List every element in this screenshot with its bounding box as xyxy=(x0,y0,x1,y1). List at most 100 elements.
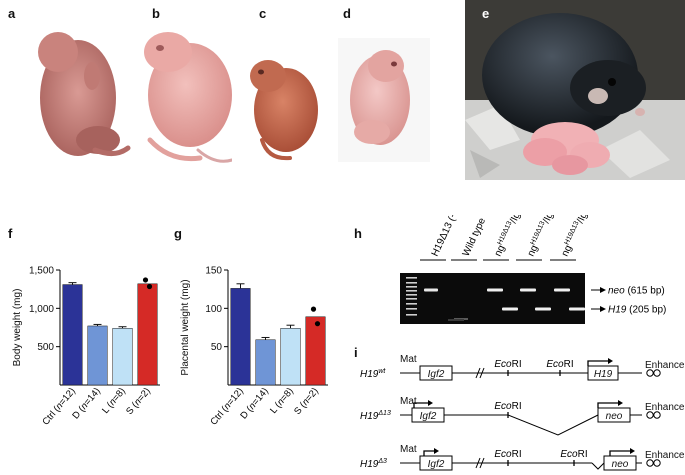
panel-label-g: g xyxy=(174,226,182,241)
ladder-band xyxy=(406,294,417,296)
lane-label: ngH19Δ13/Igwt xyxy=(525,215,559,258)
ladder-band xyxy=(406,298,417,300)
ladder-band xyxy=(406,282,417,284)
ecori-label: EcoRI xyxy=(494,401,521,412)
h19-arrow-head xyxy=(608,358,613,364)
igf2-box xyxy=(419,455,453,471)
neo-box-label: neo xyxy=(606,411,623,422)
h19-box-label: H19 xyxy=(594,369,613,380)
h19-box xyxy=(587,365,619,381)
bar xyxy=(280,328,301,386)
ladder-band xyxy=(406,314,417,316)
enhancer-circle xyxy=(646,459,654,467)
igf2-arrow xyxy=(413,402,428,408)
y-axis-label: Body weight (mg) xyxy=(12,289,23,367)
x-tick-label: L (n=8) xyxy=(268,386,296,416)
data-point xyxy=(146,283,153,290)
gel-band-neo xyxy=(554,288,570,292)
igf2-box-label: Igf2 xyxy=(428,459,445,470)
gel-image xyxy=(400,273,585,324)
ladder-band xyxy=(406,308,417,310)
enhancer-circle xyxy=(653,459,661,467)
panel-label-f: f xyxy=(8,226,13,241)
y-tick-label: 1,000 xyxy=(29,304,54,315)
y-tick-label: 500 xyxy=(37,342,54,353)
neo-box xyxy=(597,407,631,423)
panel-label-a: a xyxy=(8,6,16,21)
y-tick-label: 1,500 xyxy=(29,266,54,277)
lane-label: ngH19Δ13/Igwt xyxy=(492,215,526,258)
gel-band-h19 xyxy=(569,307,585,311)
deletion-line xyxy=(591,462,605,470)
gel-panel: H19Δ13 (−/−)Wild typengH19Δ13/IgwtngH19Δ… xyxy=(400,215,666,324)
neo-box-label: neo xyxy=(612,459,629,470)
enhancer-circle xyxy=(646,411,654,419)
placental-weight-chart: 50 100 150 Placental weight (mg) Ctrl (n=12)… xyxy=(180,266,328,428)
x-tick-label: S (n=2) xyxy=(292,386,321,417)
mat-label: Mat xyxy=(400,355,417,365)
panel-label-b: b xyxy=(152,6,160,21)
band-arrow-head xyxy=(600,306,606,312)
data-point xyxy=(314,321,321,327)
deletion-line xyxy=(507,414,599,436)
igf2-box xyxy=(419,365,453,381)
bar xyxy=(305,316,326,386)
mat-label: Mat xyxy=(400,396,417,407)
gel-band-neo xyxy=(424,288,438,292)
bar xyxy=(137,283,158,386)
neo-arrow-head xyxy=(618,400,623,406)
photo-panels xyxy=(38,0,685,180)
allele-label: H19Δ13 xyxy=(360,410,391,422)
pup-photo-a xyxy=(38,32,131,156)
body-weight-chart: 500 1,000 1,500 Body weight (mg) Ctrl (n=12)… xyxy=(12,266,160,428)
ladder-band xyxy=(406,290,417,292)
panel-label-i: i xyxy=(354,345,358,360)
igf2-arrow-head xyxy=(434,448,439,454)
igf2-arrow xyxy=(423,450,434,456)
igf2-box-label: Igf2 xyxy=(420,411,437,422)
ladder-band xyxy=(406,286,417,288)
bar xyxy=(87,325,108,386)
x-tick-label: L (n=8) xyxy=(100,386,128,416)
data-point xyxy=(310,306,317,312)
igf2-arrow-head xyxy=(428,400,433,406)
break-mark xyxy=(475,457,481,469)
enhancer-circle xyxy=(653,369,661,377)
ecori-label: EcoRI xyxy=(494,449,521,460)
bar xyxy=(230,288,251,386)
enhancers-label: Enhancers xyxy=(645,360,685,371)
gel-band-neo xyxy=(520,288,536,292)
y-axis-label: Placental weight (mg) xyxy=(180,279,191,375)
x-tick-label: S (n=2) xyxy=(124,386,153,417)
gel-band-neo xyxy=(487,288,503,292)
ecori-label: EcoRI xyxy=(494,359,521,370)
ecori-label: EcoRI xyxy=(546,359,573,370)
data-point xyxy=(142,277,149,283)
igf2-box-label: Igf2 xyxy=(428,369,445,380)
lane-label: H19Δ13 (−/−) xyxy=(430,215,465,258)
gel-band-primer xyxy=(448,319,464,321)
x-tick-label: Ctrl (n=12) xyxy=(40,386,77,428)
panel-label-h: h xyxy=(354,226,362,241)
break-mark xyxy=(479,457,485,469)
x-tick-label: Ctrl (n=12) xyxy=(208,386,245,428)
mat-label: Mat xyxy=(400,444,417,455)
enhancers-label: Enhancers xyxy=(645,450,685,461)
y-tick-label: 50 xyxy=(211,342,223,353)
y-tick-label: 150 xyxy=(205,266,222,277)
ecori-label: EcoRI xyxy=(560,449,587,460)
ladder-band xyxy=(406,277,417,279)
enhancers-label: Enhancers xyxy=(645,402,685,413)
bar xyxy=(112,328,133,386)
neo-arrow xyxy=(597,402,618,408)
lane-label: ngH19Δ13/Igwt xyxy=(559,215,593,258)
gel-band-h19 xyxy=(535,307,551,311)
ladder-band xyxy=(406,303,417,305)
pup-photo-b xyxy=(136,22,234,172)
pup-photo-c xyxy=(232,44,327,164)
igf2-box xyxy=(411,407,445,423)
enhancer-circle xyxy=(653,411,661,419)
allele-label: H19Δ3 xyxy=(360,458,387,470)
mouse-photo-e xyxy=(465,0,685,180)
